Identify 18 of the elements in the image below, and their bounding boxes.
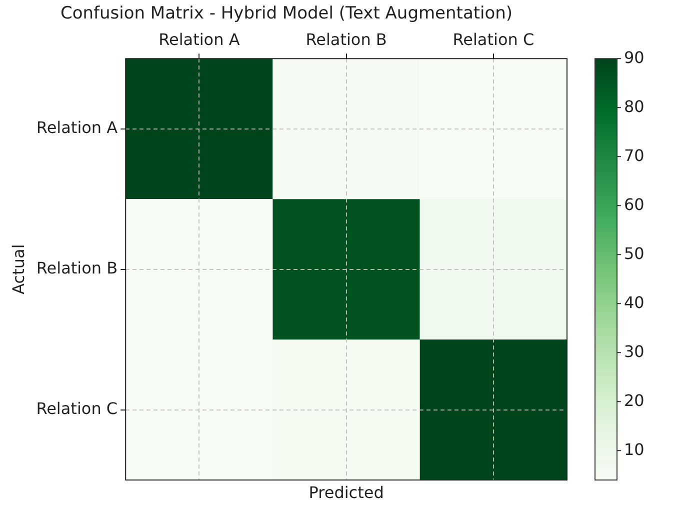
color-bar-label: 60 — [624, 194, 644, 214]
y-axis-title: Actual — [8, 244, 28, 294]
color-bar-label: 40 — [624, 292, 644, 312]
color-bar-label: 90 — [624, 48, 644, 67]
color-bar-label: 50 — [624, 244, 644, 263]
y-tick-label: Relation A — [36, 118, 118, 137]
x-tick-label: Relation B — [306, 30, 387, 50]
chart-title: Confusion Matrix - Hybrid Model (Text Augmentation) — [60, 4, 513, 24]
color-bar-label: 80 — [624, 96, 644, 116]
color-bar-label: 10 — [624, 440, 644, 459]
y-tick-label: Relation C — [36, 398, 118, 418]
color-bar-label: 20 — [624, 390, 644, 410]
x-tick-label: Relation A — [158, 30, 240, 50]
x-tick-label: Relation C — [452, 30, 534, 50]
color-bar-label: 30 — [624, 342, 644, 361]
color-bar-label: 70 — [624, 146, 644, 165]
x-axis-title: Predicted — [308, 483, 384, 502]
y-tick-label: Relation B — [36, 258, 118, 278]
